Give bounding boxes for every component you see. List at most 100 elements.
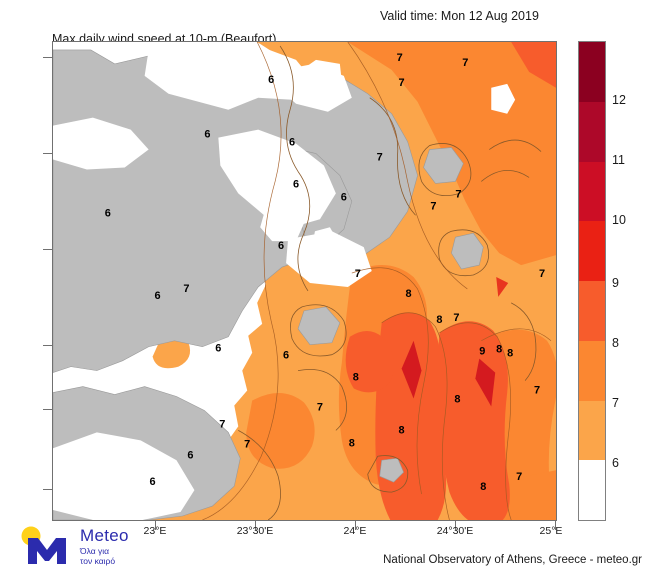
contour-label: 8 [349,437,355,449]
contour-label: 6 [187,449,193,461]
axis-tick-x [455,521,456,530]
contour-label: 8 [507,348,513,360]
contour-label: 7 [399,77,405,89]
sea-below6-island-h [305,67,342,106]
contour-label: 7 [516,471,522,483]
contour-label: 7 [219,418,225,430]
sea-below6-pocket-a [144,45,314,110]
contour-label: 6 [204,129,210,141]
colorbar [578,41,606,521]
contour-label: 7 [183,283,189,295]
contour-label: 7 [455,188,461,200]
contour-label: 7 [377,152,383,164]
meteo-logo-tagline: Όλα για τον καιρό [80,546,116,566]
axis-label-lon: 25°E [539,525,563,537]
contour-label: 8 [480,481,486,493]
sea-below6-island-i [491,83,516,114]
sea-below6-pocket-e [53,432,195,520]
axis-tick-y [43,489,52,490]
sea-below6-pocket-c [53,117,149,170]
axis-tick-y [43,249,52,250]
letter-m-icon [28,538,66,564]
landmass-island-d [379,457,404,483]
colorbar-band-6 [579,400,605,461]
contour-lines [202,42,552,520]
axis-label-lon: 23°E [143,525,167,537]
sea-below6-island-k [311,227,338,254]
axis-label-lon: 24°30'E [436,525,474,537]
colorbar-band-<6 [579,460,605,520]
contour-label: 8 [406,288,412,300]
contour-label: 6 [278,240,284,252]
contour-label: 8 [436,314,442,326]
landmass-island-b [451,232,484,270]
contour-label: 8 [353,372,359,384]
contour-label: 7 [462,57,468,69]
sea-below6-pocket-f [286,231,372,287]
contour-label: 6 [293,178,299,190]
axis-tick-x [555,521,556,530]
landmass-island-c [297,306,341,346]
contour-label: 7 [430,200,436,212]
axis-tick-y [43,153,52,154]
landmass-island-a [423,147,464,184]
contour-band-9-streak-b [475,358,496,407]
colorbar-tick-label: 10 [612,213,626,227]
axis-tick-y [43,409,52,410]
contour-band-7-south [246,393,315,469]
contour-label: 7 [397,52,403,64]
footer-credit: National Observatory of Athens, Greece -… [383,554,642,566]
meteo-logo[interactable]: Meteo Όλα για τον καιρό [18,524,168,570]
contour-label: 8 [454,393,460,405]
colorbar-tick-label: 8 [612,336,619,350]
sea-below6-island-j [260,207,305,242]
contour-band-9-streak-c [496,277,509,297]
contour-label: 8 [399,424,405,436]
sea-below6-pocket-b [218,129,336,228]
colorbar-tick-label: 11 [612,153,625,167]
coastline-overlay [238,45,542,520]
contour-label: 6 [341,191,347,203]
axis-tick-y [43,57,52,58]
colorbar-tick-label: 12 [612,93,626,107]
contour-label: 7 [355,268,361,280]
valid-time-label: Valid time: Mon 12 Aug 2019 [380,9,539,23]
contour-label: 7 [539,268,545,280]
axis-label-lon: 23°30'E [236,525,274,537]
contour-label: 7 [244,438,250,450]
contour-label: 7 [317,401,323,413]
colorbar-tick-label: 9 [612,276,619,290]
colorbar-band-9 [579,221,605,281]
contour-label: 6 [289,137,295,149]
contour-label: 6 [215,343,221,355]
contour-label: 6 [155,290,161,302]
contour-label: 6 [150,476,156,488]
contour-label: 6 [268,74,274,86]
meteo-logo-text: Meteo [80,526,129,545]
colorbar-band-10 [579,161,605,222]
axis-tick-x [155,521,156,530]
contour-label: 6 [283,350,289,362]
axis-tick-x [255,521,256,530]
colorbar-tick-label: 7 [612,396,619,410]
contour-label: 8 [496,344,502,356]
axis-tick-x [355,521,356,530]
contour-label: 9 [479,346,485,358]
axis-tick-y [43,345,52,346]
contour-label: 7 [534,385,540,397]
colorbar-band-7 [579,340,605,401]
colorbar-band-8 [579,281,605,341]
contour-label: 6 [105,207,111,219]
colorbar-band-12+ [579,42,605,102]
colorbar-tick-label: 6 [612,456,619,470]
axis-label-lon: 24°E [343,525,367,537]
contour-label: 7 [453,312,459,324]
meteo-logo-mark [21,526,66,564]
contour-band-9-streak-a [401,340,422,399]
contour-band-8-mid [345,331,395,393]
colorbar-band-11 [579,101,605,162]
contour-band-8-ne [511,42,556,88]
